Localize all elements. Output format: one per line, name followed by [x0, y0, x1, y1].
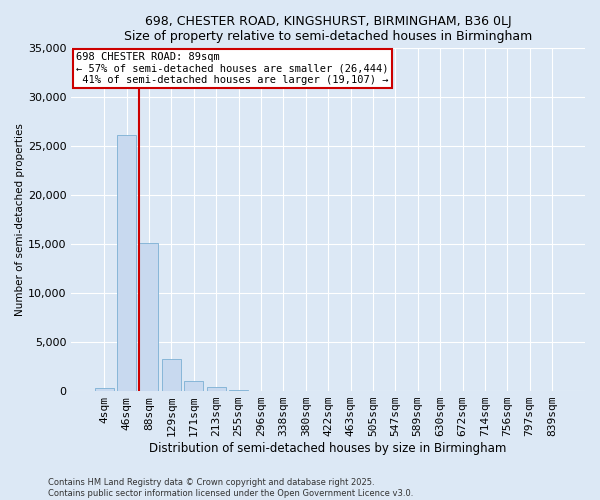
- Bar: [117, 136, 136, 391]
- Bar: [184, 381, 203, 391]
- Bar: [206, 386, 226, 391]
- Title: 698, CHESTER ROAD, KINGSHURST, BIRMINGHAM, B36 0LJ
Size of property relative to : 698, CHESTER ROAD, KINGSHURST, BIRMINGHA…: [124, 15, 532, 43]
- Bar: [95, 388, 113, 391]
- Text: 698 CHESTER ROAD: 89sqm
← 57% of semi-detached houses are smaller (26,444)
 41% : 698 CHESTER ROAD: 89sqm ← 57% of semi-de…: [76, 52, 389, 85]
- Bar: [162, 359, 181, 391]
- Text: Contains HM Land Registry data © Crown copyright and database right 2025.
Contai: Contains HM Land Registry data © Crown c…: [48, 478, 413, 498]
- Y-axis label: Number of semi-detached properties: Number of semi-detached properties: [15, 124, 25, 316]
- Bar: [139, 243, 158, 391]
- Bar: [229, 390, 248, 391]
- X-axis label: Distribution of semi-detached houses by size in Birmingham: Distribution of semi-detached houses by …: [149, 442, 507, 455]
